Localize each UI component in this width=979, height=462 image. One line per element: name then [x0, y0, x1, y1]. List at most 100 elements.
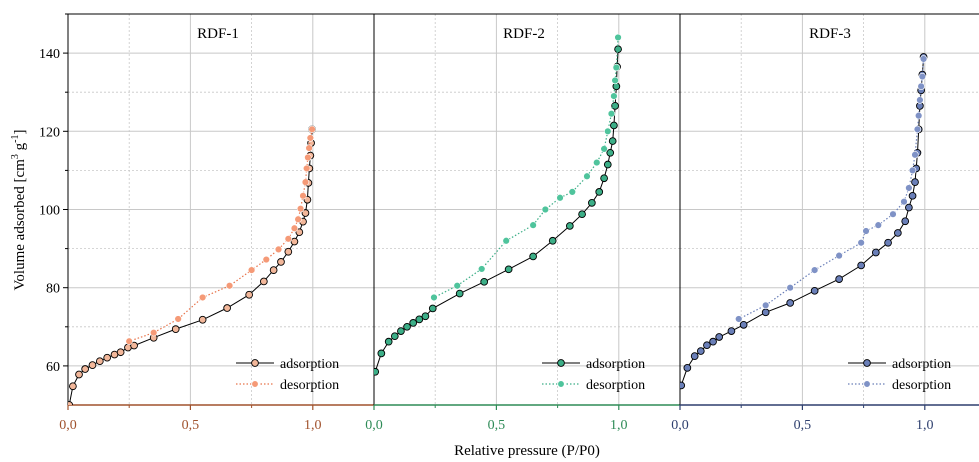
adsorption-point: [116, 348, 125, 357]
adsorption-point: [397, 327, 405, 335]
x-tick-label: 0,0: [59, 418, 77, 433]
adsorption-point: [130, 341, 138, 350]
desorption-point: [810, 266, 819, 274]
desorption-point: [294, 215, 302, 223]
adsorption-point: [908, 191, 917, 200]
adsorption-point: [606, 148, 615, 157]
desorption-point: [905, 184, 913, 192]
desorption-point: [302, 164, 311, 173]
adsorption-point: [75, 370, 83, 379]
y-tick-label: 100: [39, 204, 60, 219]
adsorption-point: [377, 349, 386, 358]
y-tick-label: 140: [39, 47, 60, 62]
desorption-point: [304, 153, 312, 162]
desorption-point: [305, 144, 313, 152]
y-tick-label: 60: [46, 360, 60, 375]
panel-title: RDF-1: [197, 26, 239, 42]
adsorption-point: [727, 327, 736, 335]
desorption-point: [611, 76, 619, 85]
x-tick-label: 0,5: [794, 418, 812, 433]
x-tick-label: 1,0: [610, 418, 628, 433]
adsorption-point: [610, 121, 618, 130]
desorption-line: [433, 37, 619, 299]
adsorption-point: [871, 248, 880, 257]
adsorption-point: [269, 266, 278, 274]
adsorption-point: [88, 361, 97, 369]
desorption-point: [556, 194, 564, 202]
desorption-point: [761, 301, 770, 309]
y-tick-label: 120: [39, 125, 60, 140]
desorption-point: [600, 145, 608, 153]
adsorption-point: [739, 320, 748, 329]
adsorption-point: [384, 337, 393, 346]
panel-title: RDF-2: [503, 26, 545, 42]
adsorption-point: [504, 265, 513, 274]
legend: adsorption desorption: [542, 357, 645, 393]
desorption-point: [916, 96, 924, 104]
desorption-point: [583, 172, 591, 180]
legend-marker: [557, 380, 565, 388]
desorption-point: [862, 227, 870, 235]
desorption-point: [900, 197, 908, 206]
series-group: [680, 53, 928, 390]
desorption-line: [129, 129, 313, 342]
adsorption-point: [81, 365, 89, 373]
desorption-point: [889, 210, 897, 218]
adsorption-point: [884, 238, 892, 247]
adsorption-point: [245, 290, 254, 299]
adsorption-point: [810, 286, 819, 295]
adsorption-point: [421, 312, 430, 321]
x-tick-label: 0,0: [365, 418, 383, 433]
desorption-point: [529, 221, 537, 229]
x-tick-label: 0,0: [671, 418, 689, 433]
adsorption-point: [284, 247, 293, 256]
panel-title: RDF-3: [809, 26, 851, 42]
desorption-point: [299, 192, 307, 200]
y-tick-label: 80: [46, 282, 60, 297]
desorption-point: [296, 205, 305, 213]
desorption-point: [913, 125, 922, 134]
desorption-point: [593, 158, 601, 167]
legend-marker: [557, 359, 565, 367]
adsorption-point: [761, 308, 770, 317]
desorption-point: [918, 72, 927, 81]
adsorption-point: [715, 333, 724, 341]
series-group: [68, 125, 316, 405]
legend-marker: [863, 380, 871, 388]
adsorption-point: [428, 304, 437, 313]
adsorption-point: [415, 315, 424, 324]
adsorption-point: [611, 102, 619, 110]
legend-label: adsorption: [892, 357, 951, 372]
legend-marker: [251, 380, 259, 388]
desorption-point: [914, 111, 923, 120]
panel-rdf-1: 0,0 0,5 1,0 60 80 100 120 140 RDF-1 adsorption des…: [39, 13, 375, 433]
desorption-point: [917, 82, 925, 91]
desorption-point: [541, 205, 550, 214]
adsorption-point: [277, 258, 285, 266]
desorption-point: [262, 255, 270, 264]
desorption-point: [274, 245, 283, 254]
x-tick-label: 0,5: [182, 418, 200, 433]
desorption-point: [198, 293, 207, 302]
adsorption-point: [529, 252, 537, 261]
adsorption-point: [703, 341, 711, 350]
adsorption-point: [786, 299, 795, 307]
x-tick-label: 0,5: [488, 418, 506, 433]
adsorption-point: [905, 203, 913, 212]
desorption-point: [614, 33, 622, 42]
desorption-point: [453, 282, 461, 290]
adsorption-point: [588, 199, 596, 207]
adsorption-point: [301, 209, 310, 217]
desorption-point: [225, 282, 234, 290]
adsorption-point: [595, 188, 604, 196]
desorption-point: [247, 266, 256, 274]
desorption-point: [607, 110, 616, 118]
adsorption-point: [223, 304, 231, 312]
panel-rdf-3: 0,0 0,5 1,0 RDF-3 adsorption desorption: [671, 13, 979, 433]
x-tick-label: 1,0: [916, 418, 934, 433]
adsorption-point: [259, 277, 268, 286]
desorption-point: [786, 284, 794, 292]
adsorption-point: [295, 228, 304, 237]
adsorption-point: [608, 137, 617, 145]
